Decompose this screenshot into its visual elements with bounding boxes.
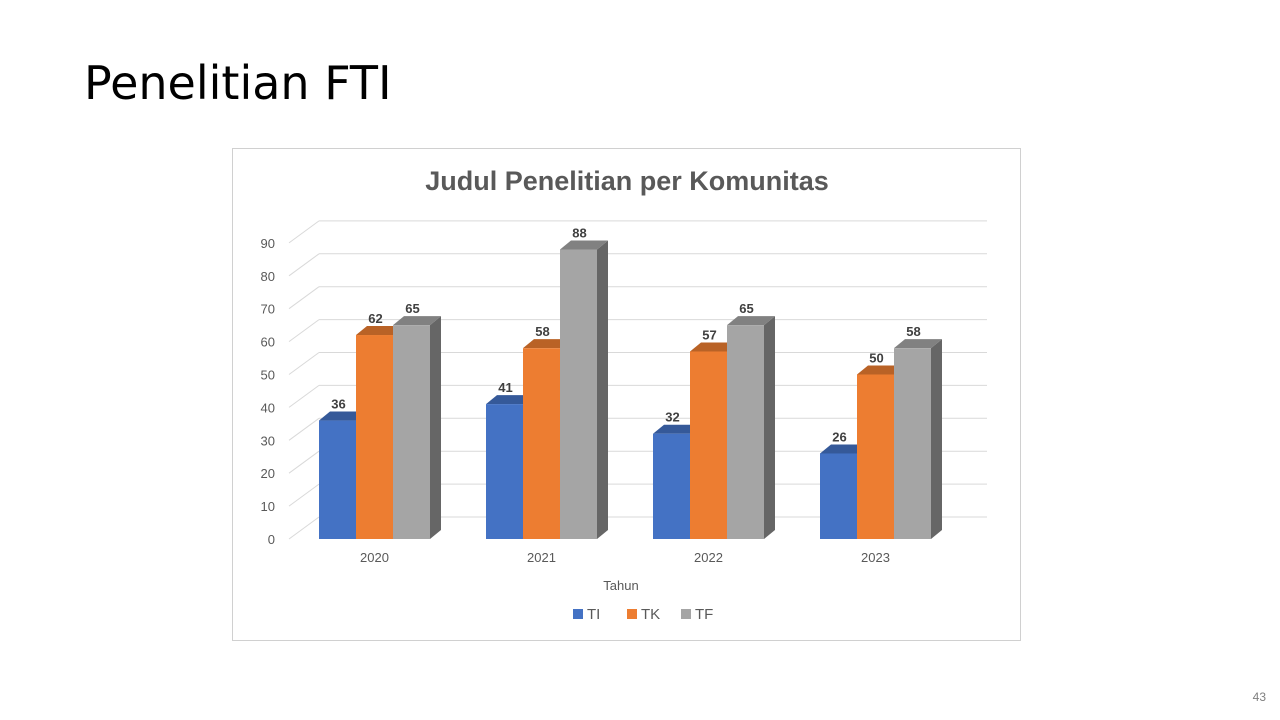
data-label: 62	[368, 311, 382, 326]
bar-front	[820, 453, 857, 539]
bar-top	[486, 395, 534, 405]
y-tick-label: 70	[261, 302, 275, 317]
bar-top	[560, 240, 608, 250]
y-tick-label: 60	[261, 335, 275, 350]
data-label: 88	[572, 225, 586, 240]
bar-front	[486, 404, 523, 539]
bar-side	[931, 339, 942, 539]
y-tick-label: 10	[261, 499, 275, 514]
data-label: 58	[906, 324, 920, 339]
legend-swatch	[681, 609, 691, 619]
data-label: 36	[331, 397, 345, 412]
legend-label: TI	[587, 606, 600, 623]
bar-tf-2022: 65	[727, 301, 775, 539]
y-axis: 0 10 20 30 40 50 60 70 80 90	[261, 236, 275, 547]
bar-side	[430, 316, 441, 539]
bar-top	[894, 339, 942, 349]
data-label: 41	[498, 380, 512, 395]
gridline-depth	[288, 352, 320, 375]
bar-front	[727, 325, 764, 539]
bar-tf-2021: 88	[560, 225, 608, 539]
bar-front	[653, 433, 690, 539]
bar-front	[894, 348, 931, 539]
bar-front	[690, 351, 727, 539]
y-tick-label: 90	[261, 236, 275, 251]
bar-top	[393, 316, 441, 326]
y-tick-label: 20	[261, 466, 275, 481]
bar-top	[690, 342, 738, 352]
legend-swatch	[573, 609, 583, 619]
bar-front	[319, 420, 356, 539]
x-tick-label: 2022	[694, 550, 723, 565]
bar-top	[523, 339, 571, 349]
bars: 36 62 65 41 58 88 32 57 65 26 50 58	[319, 225, 942, 539]
gridline-depth	[288, 286, 320, 310]
gridline-depth	[288, 483, 320, 507]
x-axis: 2020 2021 2022 2023	[360, 550, 890, 565]
data-label: 65	[739, 301, 753, 316]
data-label: 57	[702, 327, 716, 342]
bar-front	[356, 335, 393, 539]
x-tick-label: 2021	[527, 550, 556, 565]
bar-front	[393, 325, 430, 539]
y-tick-label: 80	[261, 269, 275, 284]
bar-top	[653, 424, 701, 434]
slide-title: Penelitian FTI	[84, 56, 392, 110]
gridline-depth	[288, 450, 320, 474]
data-label: 65	[405, 301, 419, 316]
gridline-depth	[288, 516, 320, 540]
data-label: 58	[535, 324, 549, 339]
data-label: 50	[869, 351, 883, 366]
gridline-depth	[288, 220, 320, 244]
y-tick-label: 50	[261, 368, 275, 383]
y-tick-label: 0	[268, 532, 275, 547]
x-tick-label: 2023	[861, 550, 890, 565]
gridline-depth	[288, 319, 320, 343]
legend-item-tf: TF	[681, 606, 713, 623]
bar-top	[356, 326, 404, 336]
bar-top	[727, 316, 775, 326]
legend-label: TK	[641, 606, 660, 623]
bar-top	[857, 365, 905, 375]
chart-frame: Judul Penelitian per Komunitas 0 10 20 30 40…	[232, 148, 1021, 641]
legend-swatch	[627, 609, 637, 619]
x-tick-label: 2020	[360, 550, 389, 565]
bar-side	[764, 316, 775, 539]
y-tick-label: 40	[261, 400, 275, 415]
bar-front	[523, 348, 560, 539]
bar-front	[857, 374, 894, 539]
bar-front	[560, 249, 597, 539]
gridline-depth	[288, 417, 320, 441]
x-axis-title: Tahun	[603, 578, 638, 593]
bar-side	[597, 240, 608, 539]
bar-chart: Judul Penelitian per Komunitas 0 10 20 30 40…	[261, 166, 987, 623]
legend-label: TF	[695, 606, 713, 623]
bar-top	[820, 444, 868, 454]
bar-tf-2023: 58	[894, 324, 942, 539]
legend: TI TK TF	[573, 606, 713, 623]
bar-top	[319, 411, 367, 421]
data-label: 32	[665, 410, 679, 425]
gridline-depth	[288, 253, 320, 277]
legend-item-ti: TI	[573, 606, 600, 623]
page-number: 43	[1252, 690, 1266, 704]
y-tick-label: 30	[261, 433, 275, 448]
legend-item-tk: TK	[627, 606, 660, 623]
bar-tf-2020: 65	[393, 301, 441, 539]
gridline-depth	[288, 384, 320, 408]
chart-title: Judul Penelitian per Komunitas	[425, 166, 829, 196]
data-label: 26	[832, 429, 846, 444]
